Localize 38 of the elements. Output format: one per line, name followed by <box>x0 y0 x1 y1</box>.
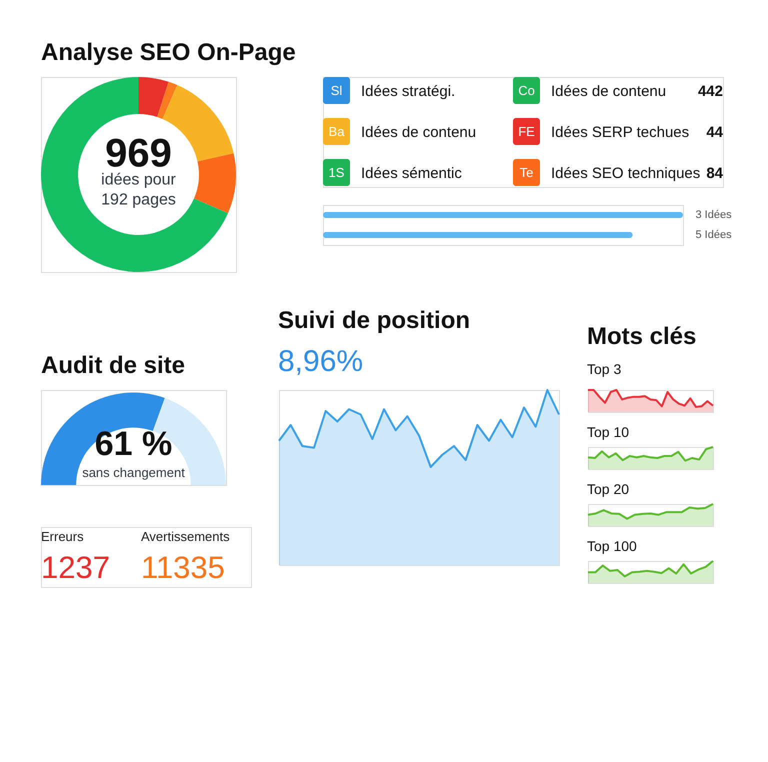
text: 61 % <box>94 425 172 463</box>
category-label: Idées SERP techues <box>551 124 690 141</box>
y-tick-label: 3 Idées <box>696 209 732 221</box>
chart-title: Mots clés <box>587 323 696 350</box>
data-label: 1237 <box>41 550 110 585</box>
category-label: Erreurs <box>41 529 84 544</box>
text: 192 pages <box>101 192 176 208</box>
chart-subtitle: Top 10 <box>587 424 630 440</box>
category-label: Idées SEO techniques <box>551 165 700 182</box>
text: sans changement <box>82 465 186 480</box>
chart-title: Suivi de position <box>278 307 470 334</box>
donut-slice <box>194 153 236 214</box>
donut-slice <box>157 82 178 120</box>
donut-slice <box>41 77 228 272</box>
chart-subtitle: 8,96% <box>278 345 364 378</box>
category-label: Idées de contenu <box>551 83 666 100</box>
text: 1S <box>328 165 345 180</box>
chart-subtitle: Top 3 <box>587 361 622 377</box>
category-label: Avertissements <box>141 529 230 544</box>
data-label: 442 <box>698 83 723 100</box>
text: idées pour <box>101 172 177 188</box>
category-label: Idées de contenu <box>361 124 476 141</box>
y-tick-label: 5 Idées <box>696 229 732 241</box>
chart-title: Audit de site <box>41 352 186 379</box>
data-label: 44 <box>706 124 724 141</box>
chart-subtitle: Top 20 <box>587 481 630 497</box>
data-label: 11335 <box>141 550 225 585</box>
chart-title: Analyse SEO On-Page <box>41 39 296 66</box>
text: Sl <box>330 83 342 98</box>
donut-slice <box>138 77 169 118</box>
text: Co <box>518 83 535 98</box>
text: Ba <box>328 124 346 139</box>
category-label: Idées sémentic <box>361 165 462 182</box>
data-label: 84 <box>706 165 724 182</box>
chart-subtitle: Top 100 <box>587 538 638 554</box>
category-label: Idées stratégi. <box>361 83 456 100</box>
text: Te <box>520 165 534 180</box>
text: FE <box>518 124 536 139</box>
